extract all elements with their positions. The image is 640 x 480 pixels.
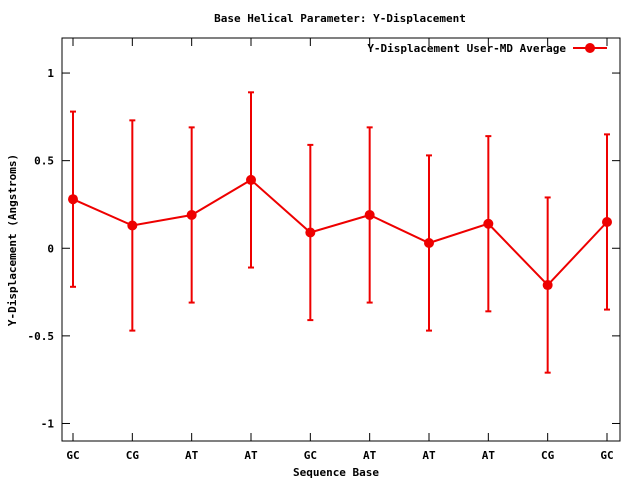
data-point <box>602 216 612 227</box>
y-axis: 1 0.5 0 -0.5 -1 <box>28 67 620 430</box>
data-point <box>68 194 78 205</box>
data-point <box>127 220 138 231</box>
data-point <box>305 227 316 238</box>
x-tick-label: AT <box>244 449 258 462</box>
y-tick-label: -1 <box>41 417 55 430</box>
data-points <box>68 174 612 291</box>
y-tick-label: 0 <box>47 242 54 255</box>
x-axis-label: Sequence Base <box>293 466 379 479</box>
legend: Y-Displacement User-MD Average <box>367 42 607 55</box>
y-tick-label: 0.5 <box>34 155 54 168</box>
x-tick-label: AT <box>185 449 199 462</box>
chart-title: Base Helical Parameter: Y-Displacement <box>214 12 466 25</box>
x-tick-label: GC <box>66 449 79 462</box>
x-axis: GC CG AT AT GC AT AT AT CG GC <box>66 38 614 462</box>
data-point <box>364 209 375 220</box>
x-tick-label: CG <box>126 449 140 462</box>
data-point <box>246 174 256 185</box>
y-tick-label: 1 <box>47 67 54 80</box>
y-tick-label: -0.5 <box>28 330 55 343</box>
error-bars <box>70 91 610 374</box>
x-tick-label: AT <box>482 449 496 462</box>
legend-label: Y-Displacement User-MD Average <box>367 42 566 55</box>
x-tick-label: GC <box>304 449 317 462</box>
data-point <box>186 209 197 220</box>
series-line <box>72 178 608 287</box>
y-axis-label: Y-Displacement (Angstroms) <box>6 154 19 326</box>
legend-marker <box>585 43 595 53</box>
data-point <box>542 280 553 291</box>
x-tick-label: AT <box>363 449 377 462</box>
x-tick-label: AT <box>422 449 436 462</box>
x-tick-label: GC <box>600 449 613 462</box>
plot-frame <box>61 37 621 442</box>
data-point <box>424 238 434 249</box>
data-point <box>483 218 494 229</box>
x-tick-label: CG <box>541 449 555 462</box>
